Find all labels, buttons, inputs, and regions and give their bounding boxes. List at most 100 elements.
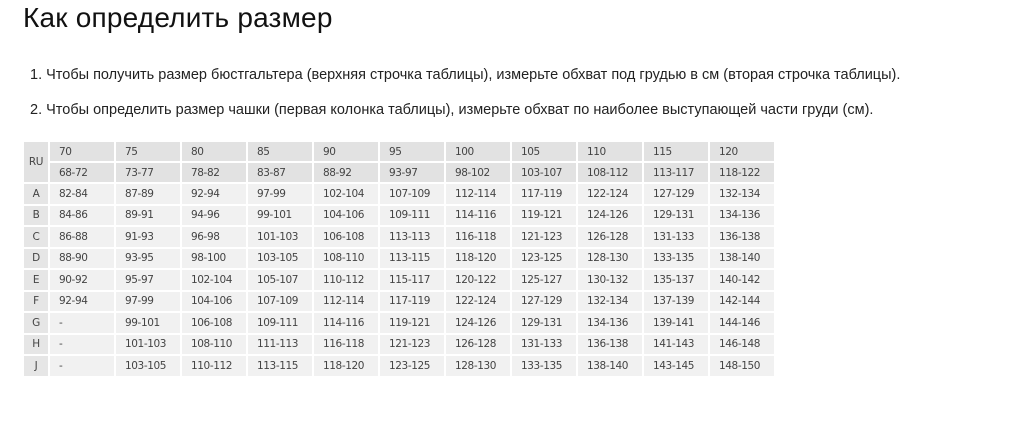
bust-range-cell: 89-91	[114, 203, 182, 227]
band-size-header: 95	[378, 140, 446, 163]
header-row-underbust: 68-72 73-77 78-82 83-87 88-92 93-97 98-102 103-…	[23, 161, 776, 184]
bust-range-cell: 125-127	[510, 268, 578, 292]
bust-range-cell: 116-118	[444, 225, 512, 249]
bust-range-cell: 112-114	[312, 289, 380, 313]
table-row: B 84-86 89-91 94-96 99-101 104-106 109-111 114-…	[22, 203, 776, 227]
bust-range-cell: 103-105	[246, 246, 314, 270]
bust-range-cell: -	[48, 332, 116, 356]
underbust-header: 83-87	[246, 161, 314, 184]
bust-range-cell: 114-116	[312, 311, 380, 335]
bust-range-cell: 107-109	[378, 182, 446, 206]
underbust-header: 78-82	[180, 161, 248, 184]
bust-range-cell: 103-105	[114, 354, 182, 378]
bust-range-cell: 118-120	[444, 246, 512, 270]
bust-range-cell: 95-97	[114, 268, 182, 292]
bust-range-cell: 138-140	[576, 354, 644, 378]
bust-range-cell: 102-104	[312, 182, 380, 206]
cup-label: A	[22, 182, 50, 206]
bust-range-cell: 92-94	[48, 289, 116, 313]
bust-range-cell: 136-138	[708, 225, 776, 249]
bust-range-cell: 97-99	[246, 182, 314, 206]
bust-range-cell: 96-98	[180, 225, 248, 249]
bust-range-cell: 92-94	[180, 182, 248, 206]
bust-range-cell: 121-123	[378, 332, 446, 356]
cup-label: E	[22, 268, 50, 292]
bust-range-cell: 105-107	[246, 268, 314, 292]
bust-range-cell: 106-108	[180, 311, 248, 335]
bust-range-cell: 131-133	[642, 225, 710, 249]
band-size-header: 70	[48, 140, 116, 163]
bust-range-cell: 122-124	[444, 289, 512, 313]
bust-range-cell: 123-125	[378, 354, 446, 378]
bust-range-cell: 97-99	[114, 289, 182, 313]
bust-range-cell: 139-141	[642, 311, 710, 335]
bust-range-cell: 84-86	[48, 203, 116, 227]
bust-range-cell: 101-103	[246, 225, 314, 249]
bust-range-cell: 126-128	[444, 332, 512, 356]
bust-range-cell: 110-112	[180, 354, 248, 378]
cup-label: D	[22, 246, 50, 270]
underbust-header: 88-92	[312, 161, 380, 184]
band-size-header: 115	[642, 140, 710, 163]
bust-range-cell: 88-90	[48, 246, 116, 270]
bust-range-cell: 98-100	[180, 246, 248, 270]
bust-range-cell: 134-136	[576, 311, 644, 335]
bust-range-cell: 117-119	[378, 289, 446, 313]
bust-range-cell: 117-119	[510, 182, 578, 206]
bust-range-cell: 104-106	[312, 203, 380, 227]
page-title: Как определить размер	[23, 2, 333, 33]
bust-range-cell: 144-146	[708, 311, 776, 335]
bust-range-cell: 138-140	[708, 246, 776, 270]
table-row: C 86-88 91-93 96-98 101-103 106-108 113-113 116…	[22, 225, 776, 249]
bust-range-cell: 129-131	[510, 311, 578, 335]
bust-range-cell: 113-115	[378, 246, 446, 270]
bust-range-cell: 124-126	[576, 203, 644, 227]
bust-range-cell: 114-116	[444, 203, 512, 227]
bust-range-cell: 127-129	[642, 182, 710, 206]
bust-range-cell: 99-101	[114, 311, 182, 335]
bust-range-cell: 135-137	[642, 268, 710, 292]
instruction-step-1: 1. Чтобы получить размер бюстгальтера (в…	[30, 67, 901, 83]
bust-range-cell: 87-89	[114, 182, 182, 206]
cup-label: H	[22, 332, 50, 356]
bust-range-cell: -	[48, 311, 116, 335]
bust-range-cell: 108-110	[180, 332, 248, 356]
bust-range-cell: 128-130	[576, 246, 644, 270]
band-size-header: 80	[180, 140, 248, 163]
band-size-header: 90	[312, 140, 380, 163]
table-row: J -103-105 110-112 113-115 118-120 123-125 128…	[22, 354, 776, 378]
bust-range-cell: 124-126	[444, 311, 512, 335]
bust-range-cell: 123-125	[510, 246, 578, 270]
band-size-header: 75	[114, 140, 182, 163]
table-row: G -99-101 106-108 109-111 114-116 119-121 124-…	[22, 311, 776, 335]
underbust-header: 108-112	[576, 161, 644, 184]
bust-range-cell: 90-92	[48, 268, 116, 292]
bust-range-cell: 108-110	[312, 246, 380, 270]
bust-range-cell: 141-143	[642, 332, 710, 356]
bust-range-cell: 86-88	[48, 225, 116, 249]
bust-range-cell: 119-121	[510, 203, 578, 227]
underbust-header: 103-107	[510, 161, 578, 184]
table-row: F 92-94 97-99 104-106 107-109 112-114 117-119 1…	[22, 289, 776, 313]
bust-range-cell: 122-124	[576, 182, 644, 206]
bust-range-cell: 137-139	[642, 289, 710, 313]
bust-range-cell: 110-112	[312, 268, 380, 292]
bust-range-cell: 148-150	[708, 354, 776, 378]
bust-range-cell: 118-120	[312, 354, 380, 378]
table-row: D 88-90 93-95 98-100 103-105 108-110 113-115 11…	[22, 246, 776, 270]
bust-range-cell: 143-145	[642, 354, 710, 378]
bust-range-cell: 127-129	[510, 289, 578, 313]
bust-range-cell: 136-138	[576, 332, 644, 356]
bust-range-cell: 134-136	[708, 203, 776, 227]
bust-range-cell: 132-134	[708, 182, 776, 206]
bust-range-cell: 112-114	[444, 182, 512, 206]
cup-label: J	[22, 354, 50, 378]
instruction-step-2: 2. Чтобы определить размер чашки (первая…	[30, 102, 874, 118]
cup-label: F	[22, 289, 50, 313]
bust-range-cell: 109-111	[378, 203, 446, 227]
bust-range-cell: 121-123	[510, 225, 578, 249]
bust-range-cell: 132-134	[576, 289, 644, 313]
bust-range-cell: 107-109	[246, 289, 314, 313]
bust-range-cell: 140-142	[708, 268, 776, 292]
bust-range-cell: 102-104	[180, 268, 248, 292]
